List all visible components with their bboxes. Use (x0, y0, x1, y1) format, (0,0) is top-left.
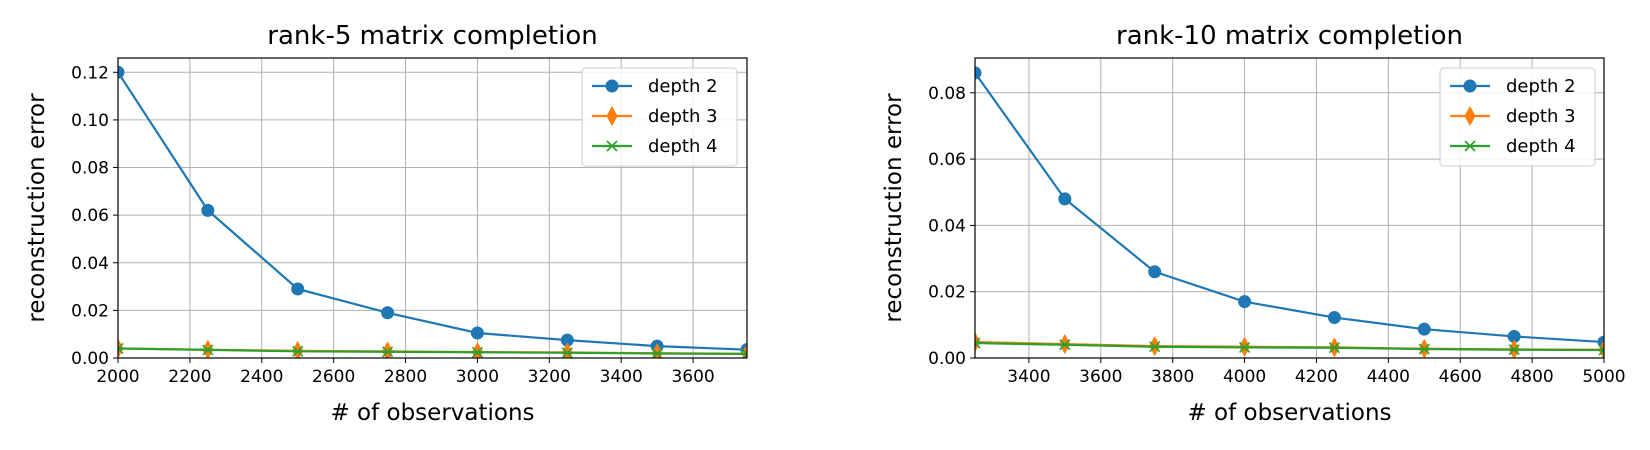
data-point (1328, 342, 1340, 354)
y-tick-label: 0.02 (71, 301, 109, 321)
x-tick-label: 2000 (96, 367, 139, 387)
x-tick-label: 4000 (1223, 367, 1266, 387)
plot-frame (117, 57, 748, 359)
legend-marker (605, 79, 619, 93)
data-point (1238, 295, 1252, 309)
x-tick-label: 4200 (1295, 367, 1338, 387)
x-tick-label: 4600 (1439, 367, 1482, 387)
data-point (118, 65, 125, 79)
y-tick-label: 0.10 (71, 111, 109, 131)
data-point (118, 342, 124, 355)
chart-1: 2000 2200 2400 2600 2800 3000 3200 3400 3600 0.00… (24, 21, 748, 426)
chart-title: rank-5 matrix completion (267, 21, 597, 51)
series-line (118, 347, 747, 356)
legend-label: depth 3 (648, 106, 718, 127)
legend-marker (606, 140, 618, 152)
x-tick-label: 2600 (312, 367, 355, 387)
y-tick-label: 0.04 (928, 216, 966, 236)
x-tick-label: 5000 (1582, 367, 1625, 387)
x-tick-label: 4400 (1367, 367, 1410, 387)
legend-label: depth 2 (1506, 76, 1576, 97)
data-point (381, 306, 395, 320)
x-tick-label: 3600 (671, 367, 714, 387)
legend-marker (606, 105, 618, 127)
data-point (1417, 322, 1431, 336)
legend: depth 2 depth 3 depth 4 (581, 67, 738, 167)
y-tick-label: 0.08 (928, 84, 966, 104)
y-tick-label: 0.06 (928, 150, 966, 170)
data-point (1327, 311, 1341, 325)
data-point (470, 326, 484, 340)
series-line (118, 71, 747, 351)
legend-marker (1464, 140, 1476, 152)
series-line (975, 341, 1604, 352)
legend-box (581, 67, 738, 167)
series-depth-2 (975, 66, 1604, 349)
data-point (382, 346, 394, 358)
x-tick-label: 3400 (600, 367, 643, 387)
x-tick-label: 2800 (384, 367, 427, 387)
x-axis-label: # of observations (1187, 400, 1391, 426)
data-point (1508, 344, 1520, 356)
series-depth-4 (118, 342, 747, 358)
data-point (1148, 265, 1162, 279)
data-point (1239, 341, 1251, 353)
x-tick-label: 2400 (240, 367, 283, 387)
legend-label: depth 2 (648, 76, 718, 97)
data-point (292, 345, 304, 357)
y-axis-label: reconstruction error (881, 93, 907, 323)
series-depth-4 (975, 337, 1604, 356)
data-point (1058, 192, 1072, 206)
data-point (561, 347, 573, 358)
y-tick-label: 0.00 (928, 349, 966, 369)
data-point (1149, 341, 1161, 353)
legend: depth 2 depth 3 depth 4 (1439, 67, 1596, 167)
data-point (1598, 344, 1604, 356)
y-tick-label: 0.06 (71, 206, 109, 226)
x-tick-label: 3200 (528, 367, 571, 387)
x-tick-label: 3800 (1151, 367, 1194, 387)
chart-2: 3400 3600 3800 4000 4200 4400 4600 4800 5000 0.00… (881, 21, 1626, 426)
data-point (975, 66, 982, 80)
y-tick-label: 0.04 (71, 254, 109, 274)
chart-title: rank-10 matrix completion (1116, 21, 1463, 51)
legend-marker (1464, 105, 1476, 127)
data-point (975, 337, 981, 349)
series-line (975, 72, 1604, 344)
x-tick-label: 3600 (1079, 367, 1122, 387)
data-point (471, 346, 483, 358)
x-tick-label: 2200 (168, 367, 211, 387)
x-tick-label: 3400 (1007, 367, 1050, 387)
series-depth-2 (118, 65, 747, 357)
x-axis-label: # of observations (330, 400, 534, 426)
data-point (201, 203, 215, 217)
x-tick-label: 3000 (456, 367, 499, 387)
x-tick-label: 4800 (1510, 367, 1553, 387)
plot-frame (974, 57, 1605, 359)
y-tick-label: 0.12 (71, 63, 109, 83)
data-point (291, 282, 305, 296)
data-point (651, 347, 663, 358)
legend-label: depth 3 (1506, 106, 1576, 127)
legend-box (1439, 67, 1596, 167)
y-tick-label: 0.08 (71, 159, 109, 179)
y-tick-label: 0.00 (71, 349, 109, 369)
data-point (1059, 339, 1071, 351)
legend-marker (1463, 79, 1477, 93)
y-axis-label: reconstruction error (24, 93, 50, 323)
legend-label: depth 4 (1506, 136, 1576, 157)
legend-label: depth 4 (648, 136, 718, 157)
data-point (1418, 343, 1430, 355)
data-point (741, 348, 747, 358)
data-point (202, 344, 214, 356)
y-tick-label: 0.02 (928, 283, 966, 303)
